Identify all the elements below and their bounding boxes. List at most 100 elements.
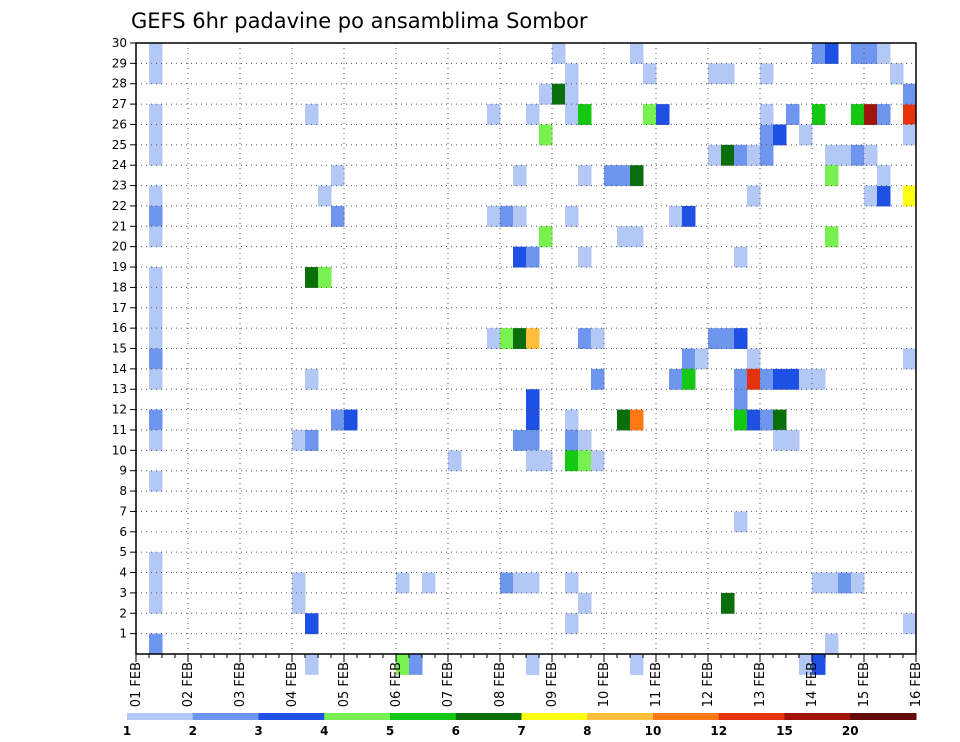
heatmap-cell [825, 633, 839, 655]
heatmap-cell [734, 368, 748, 390]
heatmap-cell [526, 654, 540, 675]
heatmap-cell [669, 368, 683, 390]
x-tick-label: 08 FEB [493, 662, 508, 707]
heatmap-cell [422, 572, 436, 594]
heatmap-cell [812, 572, 826, 594]
x-tick-label: 10 FEB [597, 662, 612, 707]
y-tick-label: 24 [112, 158, 127, 172]
heatmap-cell [734, 409, 748, 431]
heatmap-cell [149, 267, 163, 288]
heatmap-cell [448, 450, 462, 472]
heatmap-cells [149, 43, 917, 675]
y-tick-label: 4 [119, 566, 127, 580]
y-tick-label: 14 [112, 362, 127, 376]
legend-swatch [587, 713, 654, 720]
heatmap-cell [838, 144, 852, 166]
heatmap-cell [877, 165, 891, 187]
heatmap-cell [786, 104, 800, 125]
heatmap-cell [903, 613, 917, 635]
legend-label: 10 [645, 724, 662, 738]
heatmap-cell [149, 104, 163, 125]
legend-swatch [127, 713, 194, 720]
heatmap-cell [851, 104, 865, 125]
heatmap-cell [318, 267, 332, 288]
heatmap-cell [773, 124, 787, 146]
y-tick-label: 29 [112, 56, 127, 70]
heatmap-cell [877, 104, 891, 125]
x-tick-label: 07 FEB [441, 662, 456, 707]
heatmap-cell [747, 348, 761, 370]
legend-label: 15 [776, 724, 793, 738]
heatmap-cell [409, 654, 423, 675]
heatmap-cell [825, 165, 839, 187]
legend-swatch [718, 713, 785, 720]
heatmap-cell [331, 409, 345, 431]
heatmap-cell [513, 165, 527, 187]
x-tick-label: 05 FEB [337, 662, 352, 707]
heatmap-cell [734, 389, 748, 411]
heatmap-cell [149, 287, 163, 309]
y-axis-ticks: 1234567891011121314151617181920212223242… [112, 36, 136, 641]
heatmap-cell [565, 104, 579, 125]
heatmap-cell [539, 83, 553, 105]
heatmap-cell [682, 205, 696, 227]
heatmap-cell [149, 328, 163, 349]
heatmap-cell [630, 165, 644, 187]
heatmap-cell [149, 226, 163, 248]
heatmap-cell [799, 368, 813, 390]
heatmap-cell [149, 124, 163, 146]
heatmap-cell [149, 63, 163, 85]
heatmap-cell [630, 409, 644, 431]
heatmap-cell [513, 205, 527, 227]
heatmap-cell [786, 368, 800, 390]
heatmap-cell [721, 328, 735, 349]
heatmap-cell [500, 572, 514, 594]
heatmap-cell [864, 185, 878, 207]
heatmap-cell [578, 429, 592, 451]
grid-lines [136, 43, 916, 654]
heatmap-cell [760, 63, 774, 85]
y-tick-label: 6 [119, 525, 127, 539]
heatmap-cell [825, 144, 839, 166]
y-tick-label: 28 [112, 77, 127, 91]
heatmap-cell [721, 63, 735, 85]
heatmap-cell [877, 43, 891, 64]
heatmap-cell [630, 226, 644, 248]
heatmap-cell [747, 409, 761, 431]
heatmap-cell [149, 205, 163, 227]
heatmap-cell [708, 328, 722, 349]
heatmap-cell [591, 368, 605, 390]
heatmap-cell [786, 429, 800, 451]
heatmap-cell [825, 43, 839, 64]
heatmap-cell [721, 144, 735, 166]
heatmap-cell [331, 205, 345, 227]
heatmap-cell [656, 104, 670, 125]
y-tick-label: 25 [112, 138, 127, 152]
heatmap-cell [773, 368, 787, 390]
heatmap-cell [149, 429, 163, 451]
heatmap-cell [487, 328, 501, 349]
heatmap-cell [812, 368, 826, 390]
y-tick-label: 21 [112, 219, 127, 233]
heatmap-cell [578, 592, 592, 614]
legend-label: 5 [386, 724, 394, 738]
legend-label: 12 [710, 724, 727, 738]
legend-label: 8 [583, 724, 591, 738]
heatmap-cell [565, 572, 579, 594]
heatmap-cell [487, 205, 501, 227]
y-tick-label: 12 [112, 403, 127, 417]
heatmap-cell [734, 144, 748, 166]
heatmap-cell [539, 450, 553, 472]
x-tick-label: 03 FEB [233, 662, 248, 707]
legend-label: 6 [452, 724, 460, 738]
heatmap-cell [565, 429, 579, 451]
heatmap-cell [305, 613, 319, 635]
heatmap-cell [812, 104, 826, 125]
heatmap-cell [643, 63, 657, 85]
heatmap-cell [773, 409, 787, 431]
legend-swatch [192, 713, 259, 720]
heatmap-cell [695, 348, 709, 370]
heatmap-cell [838, 572, 852, 594]
heatmap-cell [526, 246, 540, 268]
